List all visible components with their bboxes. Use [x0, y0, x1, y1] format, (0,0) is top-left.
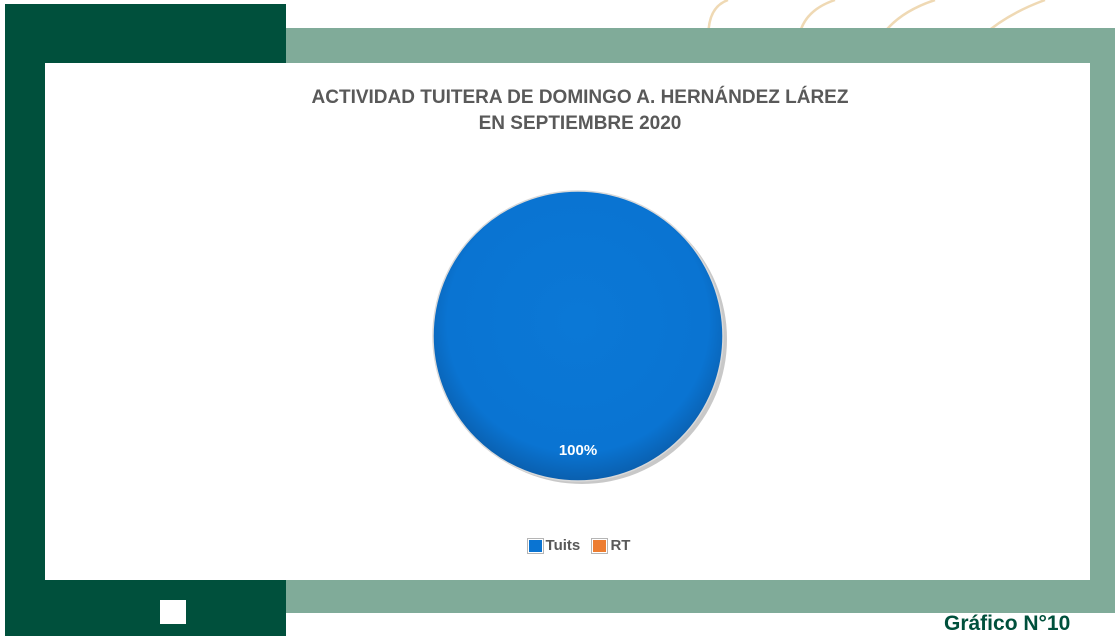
pie-slice-tuits — [432, 190, 724, 482]
chart-legend: Tuits RT — [45, 537, 1113, 557]
chart-card: ACTIVIDAD TUITERA DE DOMINGO A. HERNÁNDE… — [45, 63, 1090, 580]
chart-title: ACTIVIDAD TUITERA DE DOMINGO A. HERNÁNDE… — [45, 85, 1115, 137]
legend-swatch-tuits — [527, 538, 543, 553]
legend-item-tuits: Tuits — [527, 537, 581, 554]
pie-data-label-tuits: 100% — [559, 442, 597, 459]
chart-title-line-1: ACTIVIDAD TUITERA DE DOMINGO A. HERNÁNDE… — [311, 87, 849, 108]
legend-swatch-rt — [592, 538, 608, 553]
legend-label-tuits: Tuits — [545, 537, 581, 554]
figure-label: Gráfico N°10 — [944, 612, 1071, 635]
white-square-marker — [160, 600, 186, 624]
legend-label-rt: RT — [610, 537, 631, 554]
legend-item-rt: RT — [592, 537, 630, 554]
pie-chart: 100% — [432, 190, 727, 484]
chart-title-line-2: EN SEPTIEMBRE 2020 — [478, 113, 682, 134]
